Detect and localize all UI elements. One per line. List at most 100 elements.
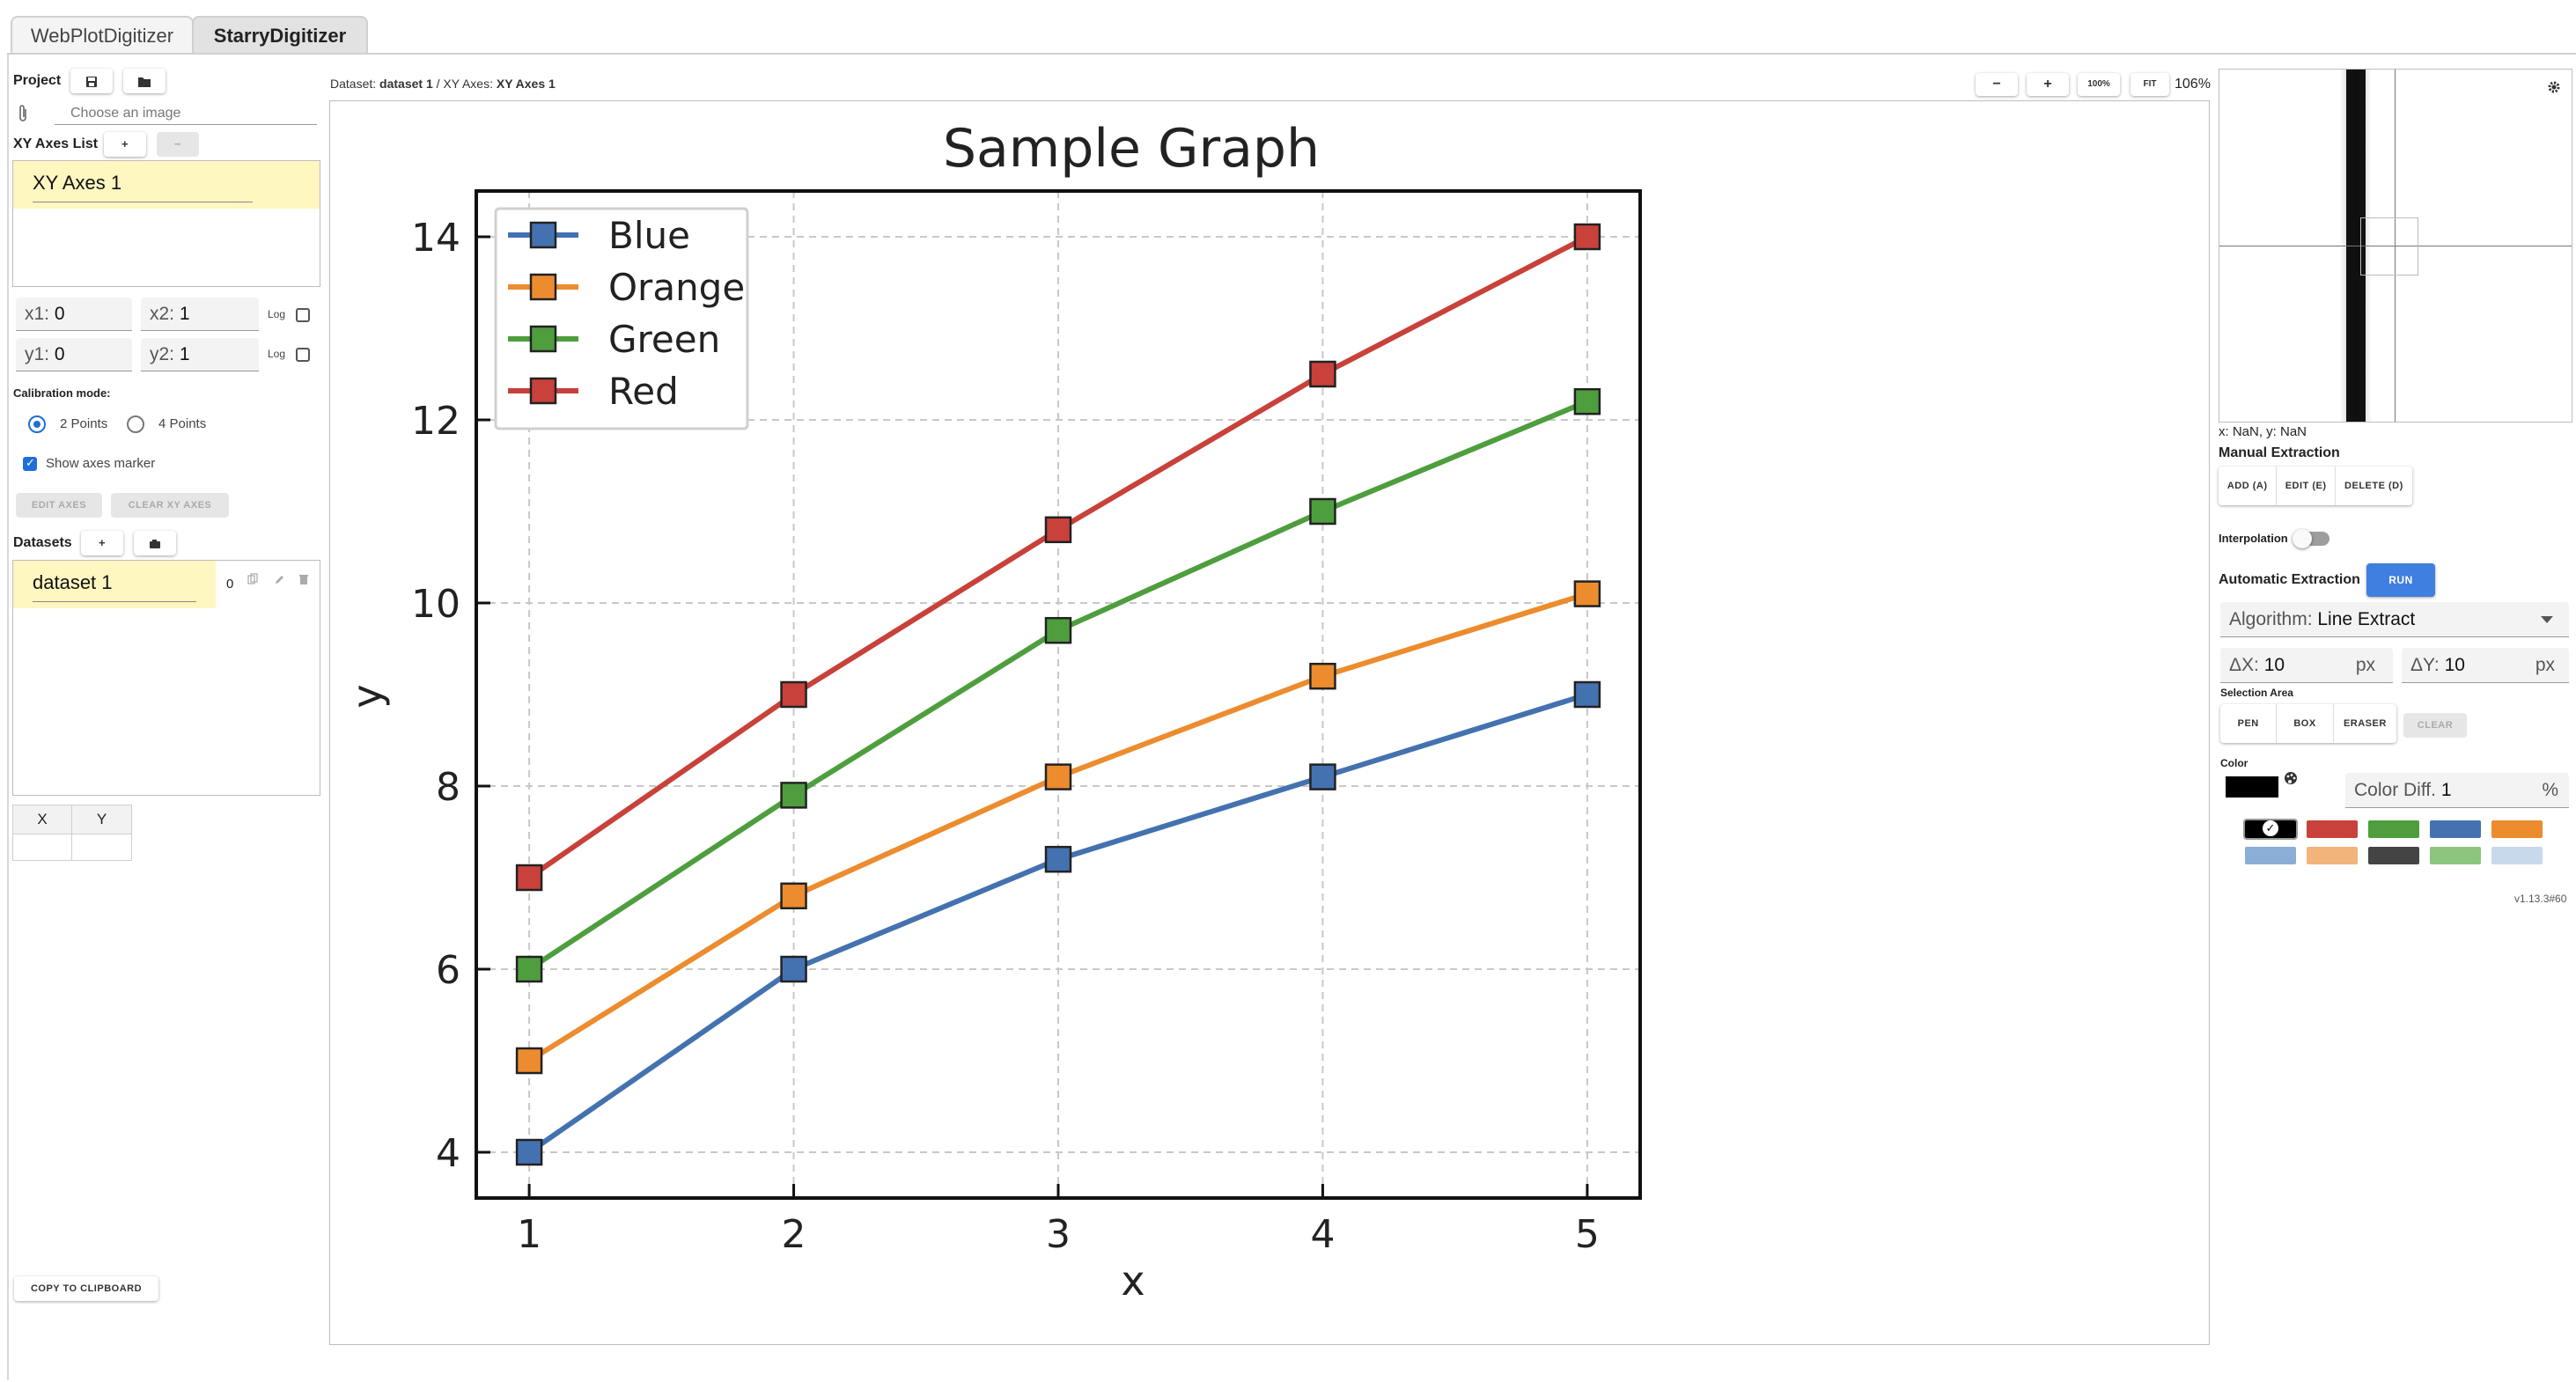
x-log-checkbox[interactable]	[296, 308, 310, 322]
box-tool-button[interactable]: BOX	[2277, 704, 2334, 743]
delta-x-field[interactable]: ΔX: 10 px	[2220, 648, 2393, 683]
save-project-button[interactable]	[70, 69, 113, 93]
current-color-swatch[interactable]	[2226, 776, 2278, 798]
axes-list-item[interactable]: XY Axes 1	[13, 161, 320, 209]
color-diff-field[interactable]: Color Diff. 1 %	[2345, 773, 2569, 808]
data-point	[515, 955, 543, 983]
data-table: X Y	[12, 805, 132, 861]
copy-icon[interactable]	[247, 573, 258, 585]
data-point	[780, 680, 807, 709]
calibration-2-points-radio[interactable]	[28, 415, 46, 433]
edit-icon[interactable]	[274, 573, 284, 585]
algorithm-select[interactable]: Algorithm: Line Extract	[2220, 602, 2569, 637]
x2-field[interactable]: x2: 1	[141, 298, 259, 331]
data-point	[780, 955, 807, 983]
zoom-out-button[interactable]: −	[1976, 73, 2018, 96]
legend-marker	[529, 221, 557, 249]
remove-axes-button[interactable]: −	[157, 132, 199, 157]
breadcrumb-axes: XY Axes 1	[496, 77, 556, 91]
dataset-point-count: 0	[226, 577, 234, 592]
color-diff-value: 1	[2440, 780, 2452, 800]
breadcrumb-dataset-prefix: Dataset:	[330, 77, 377, 91]
image-file-input[interactable]: Choose an image	[55, 102, 317, 125]
manual-extraction-group: ADD (A) EDIT (E) DELETE (D)	[2219, 467, 2412, 505]
color-swatch[interactable]	[2307, 820, 2358, 838]
tab-webplotdigitizer[interactable]: WebPlotDigitizer	[11, 16, 194, 55]
show-axes-marker-label: Show axes marker	[46, 456, 156, 471]
color-swatch[interactable]	[2245, 847, 2296, 864]
breadcrumb-separator: /	[436, 77, 440, 91]
delta-x-unit: px	[2355, 655, 2375, 675]
add-dataset-button[interactable]: +	[81, 531, 123, 555]
y-log-checkbox[interactable]	[296, 348, 310, 362]
clear-selection-button[interactable]: CLEAR	[2403, 713, 2467, 738]
color-swatch[interactable]	[2491, 820, 2543, 838]
pen-tool-button[interactable]: PEN	[2220, 704, 2278, 743]
color-swatch[interactable]	[2430, 847, 2481, 864]
edit-axes-button[interactable]: EDIT AXES	[16, 493, 102, 518]
delete-point-button[interactable]: DELETE (D)	[2344, 481, 2403, 491]
tab-starrydigitizer[interactable]: StarryDigitizer	[192, 16, 368, 55]
run-button[interactable]: RUN	[2366, 563, 2435, 597]
dataset-extra-button[interactable]	[134, 531, 176, 555]
dataset-list-item[interactable]: dataset 1	[13, 561, 216, 608]
folder-icon	[138, 77, 151, 87]
y-tick-label: 10	[411, 582, 460, 627]
y2-value: 1	[179, 344, 190, 364]
gear-icon[interactable]	[2547, 80, 2561, 94]
show-axes-marker-checkbox[interactable]	[23, 456, 37, 471]
legend-label: Red	[608, 370, 679, 413]
manual-extraction-label: Manual Extraction	[2219, 445, 2340, 460]
y2-field[interactable]: y2: 1	[141, 338, 259, 371]
y-log-label: Log	[268, 348, 286, 360]
eraser-tool-button[interactable]: ERASER	[2343, 718, 2387, 729]
x-tick-label: 2	[782, 1212, 806, 1257]
data-point	[1044, 516, 1072, 544]
chart-title: Sample Graph	[943, 118, 1320, 180]
palette-icon[interactable]	[2284, 771, 2298, 785]
color-swatch[interactable]	[2430, 820, 2481, 838]
x-tick-label: 1	[517, 1212, 541, 1257]
x-tick-label: 5	[1575, 1212, 1600, 1257]
zoom-fit-button[interactable]: FIT	[2131, 73, 2169, 96]
floppy-icon	[86, 76, 97, 87]
interpolation-toggle-knob	[2293, 529, 2312, 548]
color-swatch[interactable]	[2491, 847, 2543, 864]
zoom-level: 106%	[2175, 77, 2211, 92]
x1-field[interactable]: x1: 0	[16, 298, 132, 331]
y1-value: 0	[54, 344, 65, 364]
clear-xy-axes-button[interactable]: CLEAR XY AXES	[111, 493, 229, 518]
interpolation-label: Interpolation	[2219, 532, 2288, 545]
x-axis-label: x	[1121, 1257, 1144, 1305]
axes-list: XY Axes 1	[12, 160, 320, 287]
breadcrumb-dataset: dataset 1	[379, 77, 433, 91]
color-swatch[interactable]	[2307, 847, 2358, 864]
color-swatch[interactable]: ✓	[2243, 819, 2298, 840]
data-point	[1309, 360, 1336, 388]
legend-label: Green	[608, 318, 720, 361]
calibration-4-points-radio[interactable]	[127, 415, 144, 433]
image-canvas[interactable]: Sample Graph x y 1 2 3 4 5 4 6 8 10 12 14 Blue Oran…	[329, 100, 2210, 1345]
app-frame	[7, 55, 2576, 1380]
axes-item-label: XY Axes 1	[33, 172, 122, 194]
y1-field[interactable]: y1: 0	[16, 338, 132, 371]
add-point-button[interactable]: ADD (A)	[2219, 467, 2278, 505]
add-axes-button[interactable]: +	[104, 132, 146, 157]
legend-marker	[529, 377, 557, 405]
data-point	[1309, 662, 1336, 690]
color-swatch[interactable]	[2368, 847, 2419, 864]
open-project-button[interactable]	[123, 69, 166, 93]
copy-to-clipboard-button[interactable]: COPY TO CLIPBOARD	[14, 1276, 158, 1301]
interpolation-toggle[interactable]	[2293, 529, 2329, 548]
legend-marker	[529, 273, 557, 301]
zoom-in-button[interactable]: +	[2027, 73, 2069, 96]
x2-value: 1	[179, 304, 190, 324]
color-label: Color	[2220, 757, 2248, 769]
delta-y-field[interactable]: ΔY: 10 px	[2402, 648, 2569, 683]
zoom-100-button[interactable]: 100%	[2078, 73, 2120, 96]
edit-point-button[interactable]: EDIT (E)	[2277, 467, 2336, 505]
color-swatch[interactable]	[2368, 820, 2419, 838]
trash-icon[interactable]	[298, 573, 309, 585]
